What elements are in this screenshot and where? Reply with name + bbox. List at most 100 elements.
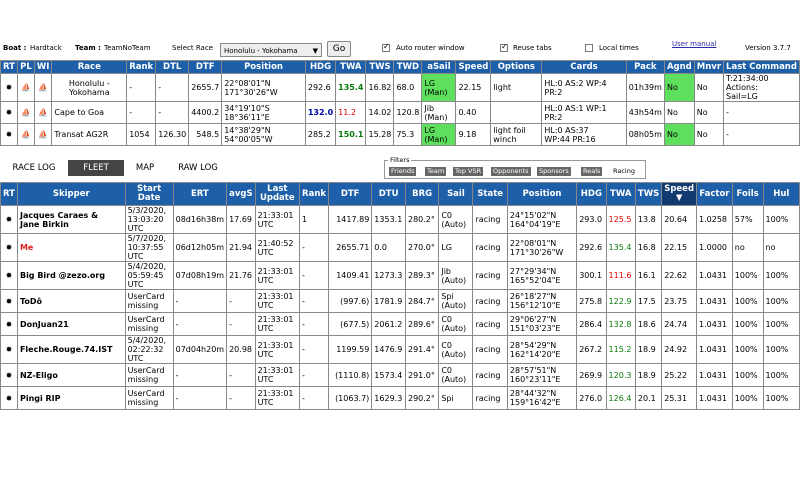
router-icon[interactable]: ✸ (0, 101, 18, 124)
col-header[interactable]: TWD (393, 60, 423, 74)
col-header[interactable]: PL (16, 60, 35, 74)
col-header[interactable]: Foils (731, 182, 764, 206)
fleet-row[interactable]: ✸ NZ-Eligo UserCard missing - -21:33:01 UTC - (1… (0, 363, 800, 387)
col-header[interactable]: WI (33, 60, 53, 74)
go-button[interactable]: Go (327, 41, 351, 57)
fleet-row[interactable]: ✸ ToDô UserCard missing - -21:33:01 UTC - (997.6… (0, 289, 800, 313)
router-icon[interactable]: ✸ (0, 205, 18, 234)
col-header[interactable]: RT (0, 60, 18, 74)
race-select[interactable]: Honolulu - Yokohama ▼ (220, 43, 322, 57)
router-icon[interactable]: ✸ (0, 363, 18, 387)
col-header[interactable]: Mnvr (693, 60, 725, 74)
col-header[interactable]: Hul (762, 182, 800, 206)
skipper-name[interactable]: Big Bird @zezo.org (16, 261, 126, 290)
router-icon[interactable]: ✸ (0, 312, 18, 336)
col-header[interactable]: Start Date (124, 182, 174, 206)
fleet-row[interactable]: ✸ Pingi RIP UserCard missing - -21:33:01 UTC -(… (0, 386, 800, 410)
race-pack: 08h05m (625, 123, 665, 146)
col-header[interactable]: HDG (576, 182, 607, 206)
router-icon[interactable]: ✸ (0, 123, 18, 146)
col-header[interactable]: Pack (625, 60, 665, 74)
skipper-name[interactable]: ToDô (16, 289, 126, 313)
col-header[interactable]: State (472, 182, 508, 206)
skipper-name[interactable]: DonJuan21 (16, 312, 126, 336)
filter-opponents[interactable]: Opponents (491, 167, 531, 176)
col-header[interactable]: HDG (304, 60, 337, 74)
col-header[interactable]: aSail (421, 60, 457, 74)
filter-racing[interactable]: Racing (613, 167, 635, 175)
windy-icon[interactable]: ⛵ (33, 73, 53, 102)
col-header[interactable]: Speed (455, 60, 492, 74)
tab-raw-log[interactable]: RAW LOG (178, 163, 218, 173)
skipper-name[interactable]: NZ-Eligo (16, 363, 126, 387)
router-icon[interactable]: ✸ (0, 233, 18, 262)
race-row[interactable]: ✸ ⛵ ⛵ Honolulu - Yokohama - - 2655.7 22°0… (0, 73, 800, 102)
skipper-name[interactable]: Fleche.Rouge.74.IST (16, 335, 126, 364)
col-header[interactable]: Cards (541, 60, 627, 74)
skipper-name[interactable]: Jacques Caraes & Jane Birkin (16, 205, 126, 234)
skipper-name[interactable]: Pingi RIP (16, 386, 126, 410)
race-row[interactable]: ✸ ⛵ ⛵ Transat AG2R 1054 126.30 548.5 14°… (0, 123, 800, 146)
col-header[interactable]: DTF (328, 182, 373, 206)
windy-icon[interactable]: ⛵ (33, 123, 53, 146)
filter-team[interactable]: Team (425, 167, 447, 176)
windy-icon[interactable]: ⛵ (33, 101, 53, 124)
col-header[interactable]: DTL (155, 60, 190, 74)
tab-race-log[interactable]: RACE LOG (12, 163, 56, 173)
foils: 100% (731, 312, 764, 336)
col-header[interactable]: BRG (404, 182, 440, 206)
user-manual-link[interactable]: User manual (672, 40, 717, 48)
fleet-row[interactable]: ✸ Fleche.Rouge.74.IST 5/4/2020, 02:22:32 UTC… (0, 335, 800, 364)
col-header[interactable]: Race (51, 60, 128, 74)
twa: 125.5 (605, 205, 636, 234)
tab-map[interactable]: MAP (135, 163, 155, 173)
col-header[interactable]: Factor (696, 182, 733, 206)
filter-friends[interactable]: Friends (389, 167, 417, 176)
foils: 57% (731, 205, 764, 234)
col-header[interactable]: DTF (188, 60, 223, 74)
col-header[interactable]: TWS (634, 182, 663, 206)
router-icon[interactable]: ✸ (0, 386, 18, 410)
col-header[interactable]: avgS (226, 182, 256, 206)
col-header[interactable]: Options (490, 60, 543, 74)
col-header[interactable]: Last Update (254, 182, 301, 206)
col-header[interactable]: Skipper (16, 182, 126, 206)
col-header[interactable]: Sail (438, 182, 474, 206)
fleet-row[interactable]: ✸ Jacques Caraes & Jane Birkin 5/3/2020, 13:… (0, 205, 800, 234)
tab-fleet[interactable]: FLEET (68, 160, 124, 176)
local-times-checkbox[interactable] (585, 44, 593, 52)
col-header-sorted[interactable]: Speed ▼ (661, 182, 698, 206)
fleet-row[interactable]: ✸ Big Bird @zezo.org 5/4/2020, 05:59:45 UTC 0… (0, 261, 800, 290)
polars-icon[interactable]: ⛵ (16, 123, 35, 146)
reuse-tabs-checkbox[interactable] (500, 42, 508, 52)
col-header[interactable]: TWS (365, 60, 395, 74)
skipper-name[interactable]: Me (16, 233, 126, 262)
auto-router-checkbox[interactable] (382, 42, 390, 52)
race-row[interactable]: ✸ ⛵ ⛵ Cape to Goa - - 4400.2 34°19'10"S 1… (0, 101, 800, 124)
col-header[interactable]: Rank (126, 60, 157, 74)
col-header[interactable]: TWA (605, 182, 636, 206)
filter-reals[interactable]: Reals (581, 167, 603, 176)
filter-top-vsr[interactable]: Top VSR (453, 167, 484, 176)
state: racing (472, 335, 508, 364)
col-header[interactable]: Rank (299, 182, 330, 206)
polars-icon[interactable]: ⛵ (16, 101, 35, 124)
col-header[interactable]: Position (506, 182, 578, 206)
col-header[interactable]: DTU (371, 182, 406, 206)
fleet-row[interactable]: ✸ Me 5/7/2020, 10:37:55 UTC 06d12h05m 21.94 21:… (0, 233, 800, 262)
fleet-row[interactable]: ✸ DonJuan21 UserCard missing - -21:33:01 UTC -(… (0, 312, 800, 336)
polars-icon[interactable]: ⛵ (16, 73, 35, 102)
router-icon[interactable]: ✸ (0, 73, 18, 102)
sd-line: UserCard (127, 366, 165, 375)
col-header[interactable]: RT (0, 182, 18, 206)
filter-sponsors[interactable]: Sponsors (537, 167, 571, 176)
race-name: Cape to Goa (51, 101, 128, 124)
router-icon[interactable]: ✸ (0, 261, 18, 290)
col-header[interactable]: ERT (172, 182, 228, 206)
col-header[interactable]: TWA (335, 60, 367, 74)
router-icon[interactable]: ✸ (0, 289, 18, 313)
col-header[interactable]: Position (221, 60, 306, 74)
router-icon[interactable]: ✸ (0, 335, 18, 364)
col-header[interactable]: Agnd (663, 60, 695, 74)
col-header[interactable]: Last Command (723, 60, 800, 74)
